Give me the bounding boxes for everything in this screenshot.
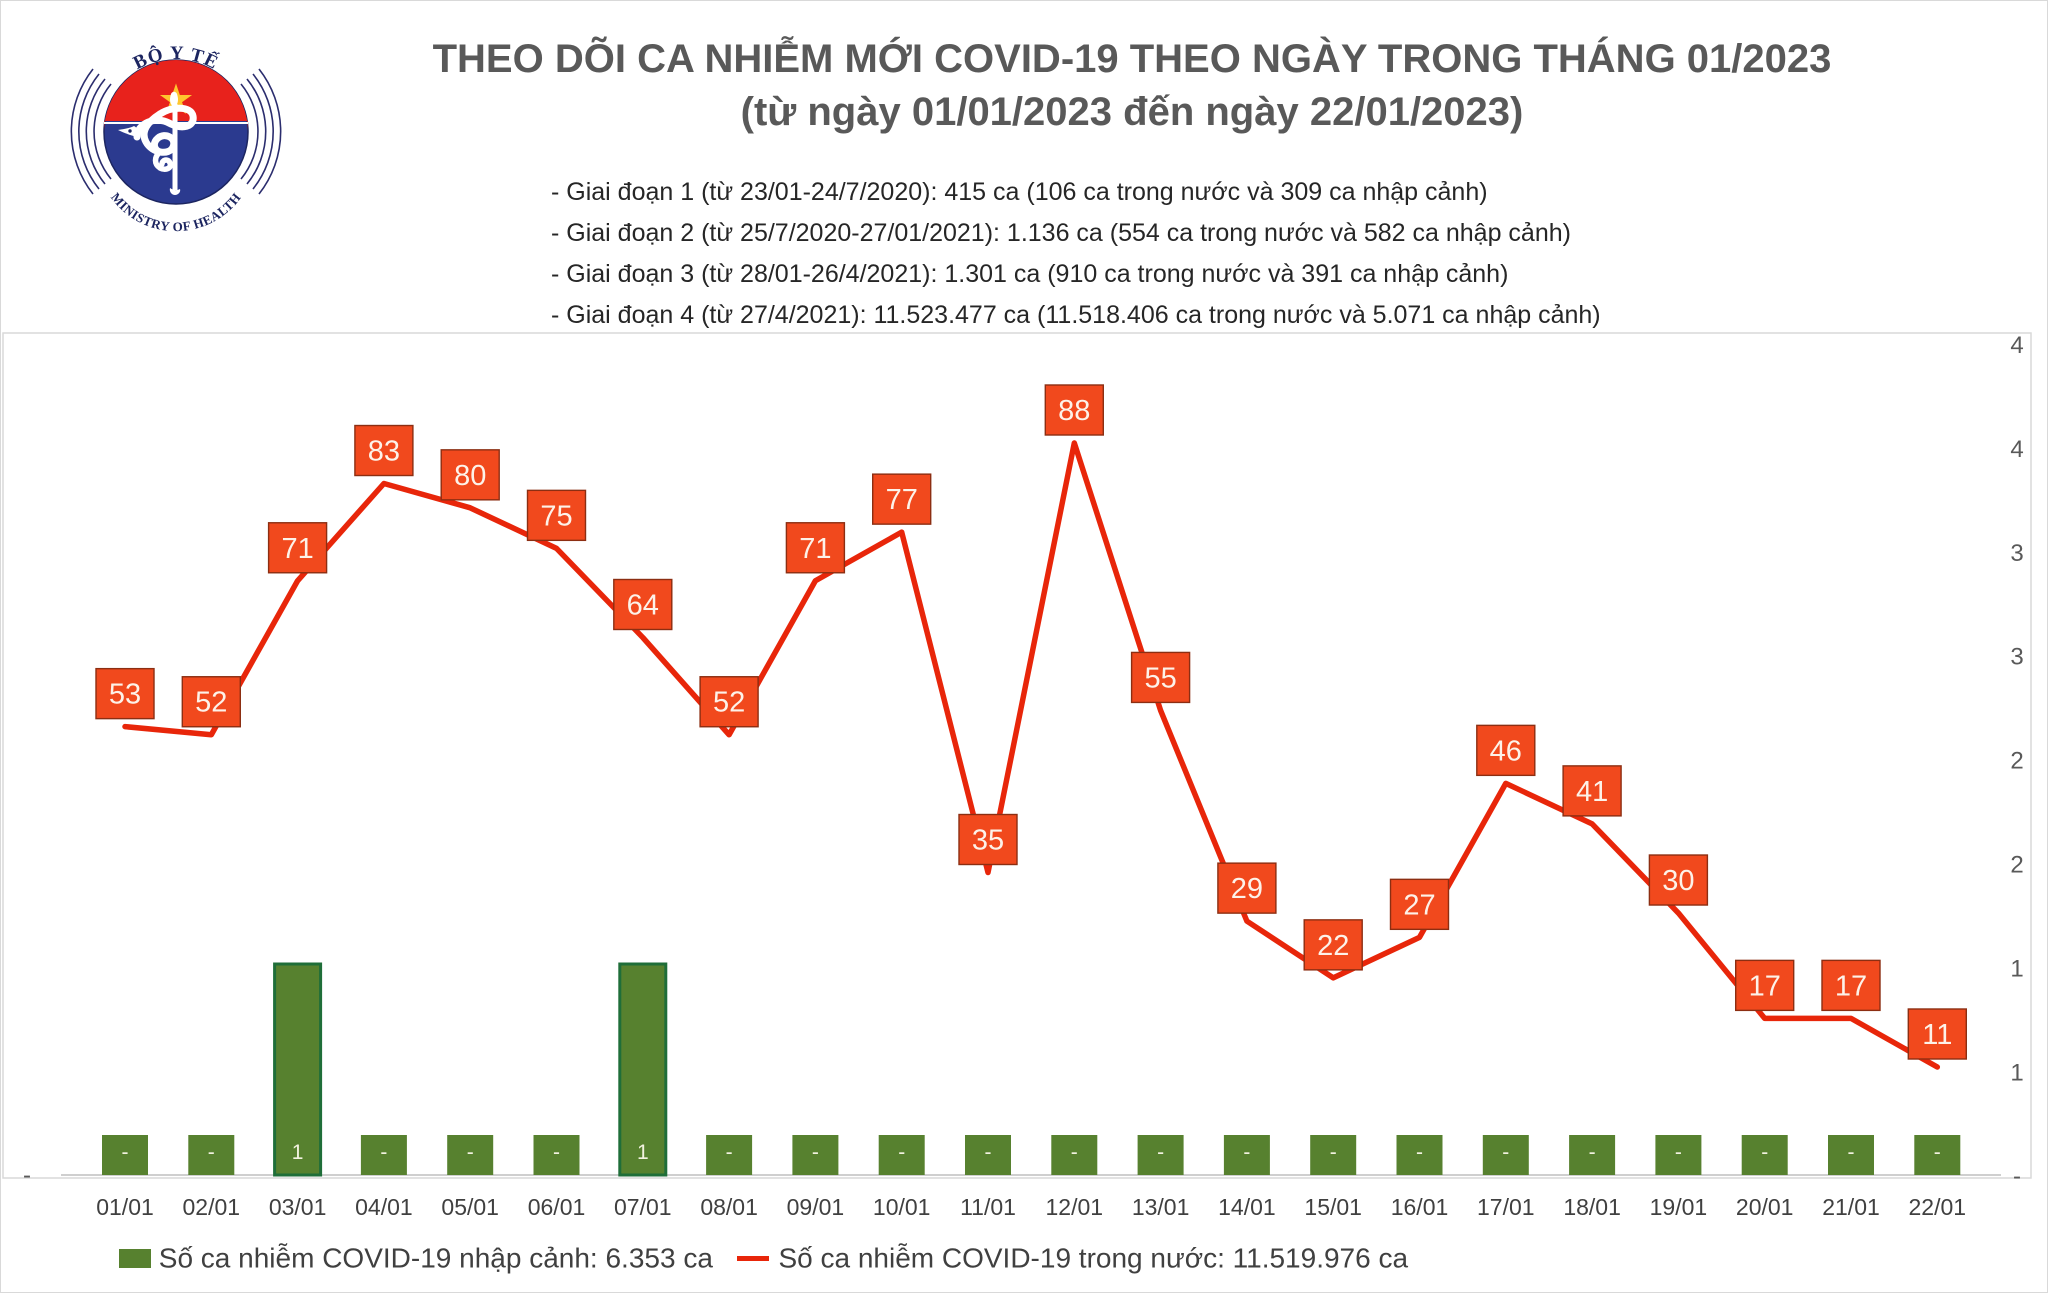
- svg-text:16/01: 16/01: [1391, 1194, 1449, 1220]
- svg-text:14/01: 14/01: [1218, 1194, 1276, 1220]
- svg-text:1: 1: [2010, 955, 2023, 982]
- svg-text:-: -: [1243, 1141, 1250, 1164]
- svg-text:-: -: [1416, 1141, 1423, 1164]
- svg-text:-: -: [1589, 1141, 1596, 1164]
- svg-text:71: 71: [799, 533, 831, 565]
- svg-text:-: -: [122, 1141, 129, 1164]
- svg-text:77: 77: [886, 484, 918, 516]
- svg-text:15/01: 15/01: [1304, 1194, 1362, 1220]
- svg-text:4: 4: [2010, 332, 2023, 359]
- svg-text:4: 4: [2010, 436, 2023, 463]
- svg-text:20/01: 20/01: [1736, 1194, 1794, 1220]
- svg-text:11/01: 11/01: [960, 1194, 1016, 1220]
- svg-text:-: -: [1934, 1141, 1941, 1164]
- svg-text:27: 27: [1403, 889, 1435, 921]
- svg-text:07/01: 07/01: [614, 1194, 672, 1220]
- svg-text:83: 83: [368, 436, 400, 468]
- svg-text:-: -: [380, 1141, 387, 1164]
- svg-text:3: 3: [2010, 540, 2023, 567]
- svg-text:-: -: [208, 1141, 215, 1164]
- svg-text:64: 64: [627, 589, 659, 621]
- svg-text:-: -: [1848, 1141, 1855, 1164]
- svg-text:41: 41: [1576, 776, 1608, 808]
- svg-text:01/01: 01/01: [96, 1194, 154, 1220]
- svg-text:52: 52: [195, 687, 227, 719]
- svg-text:2: 2: [2010, 748, 2023, 775]
- svg-text:08/01: 08/01: [700, 1194, 758, 1220]
- svg-text:22: 22: [1317, 930, 1349, 962]
- svg-text:88: 88: [1058, 395, 1090, 427]
- svg-text:17/01: 17/01: [1477, 1194, 1535, 1220]
- svg-text:-: -: [1761, 1141, 1768, 1164]
- svg-text:17: 17: [1835, 970, 1867, 1002]
- svg-text:-: -: [1157, 1141, 1164, 1164]
- svg-text:52: 52: [713, 687, 745, 719]
- svg-text:02/01: 02/01: [183, 1194, 241, 1220]
- svg-text:11: 11: [1922, 1019, 1952, 1051]
- svg-text:-: -: [985, 1141, 992, 1164]
- svg-text:-: -: [726, 1141, 733, 1164]
- svg-text:03/01: 03/01: [269, 1194, 327, 1220]
- svg-text:2: 2: [2010, 852, 2023, 879]
- svg-text:-: -: [1071, 1141, 1078, 1164]
- svg-text:17: 17: [1749, 970, 1781, 1002]
- svg-text:22/01: 22/01: [1909, 1194, 1967, 1220]
- svg-text:1: 1: [637, 1141, 649, 1164]
- svg-text:04/01: 04/01: [355, 1194, 413, 1220]
- svg-text:-: -: [812, 1141, 819, 1164]
- svg-text:10/01: 10/01: [873, 1194, 931, 1220]
- svg-text:21/01: 21/01: [1822, 1194, 1880, 1220]
- svg-text:05/01: 05/01: [441, 1194, 499, 1220]
- svg-text:-: -: [467, 1141, 474, 1164]
- svg-text:-: -: [1502, 1141, 1509, 1164]
- svg-text:06/01: 06/01: [528, 1194, 586, 1220]
- svg-text:1: 1: [292, 1141, 304, 1164]
- svg-text:-: -: [23, 1162, 31, 1189]
- svg-text:09/01: 09/01: [787, 1194, 845, 1220]
- svg-text:3: 3: [2010, 644, 2023, 671]
- svg-text:46: 46: [1490, 735, 1522, 767]
- svg-text:35: 35: [972, 825, 1004, 857]
- svg-text:19/01: 19/01: [1650, 1194, 1708, 1220]
- svg-text:-: -: [898, 1141, 905, 1164]
- svg-text:-: -: [2013, 1163, 2021, 1190]
- svg-text:30: 30: [1662, 865, 1694, 897]
- svg-text:-: -: [1675, 1141, 1682, 1164]
- svg-text:1: 1: [2010, 1059, 2023, 1086]
- svg-text:18/01: 18/01: [1563, 1194, 1621, 1220]
- svg-text:13/01: 13/01: [1132, 1194, 1190, 1220]
- svg-text:29: 29: [1231, 873, 1263, 905]
- svg-text:-: -: [1330, 1141, 1337, 1164]
- svg-text:53: 53: [109, 679, 141, 711]
- svg-text:-: -: [553, 1141, 560, 1164]
- svg-text:71: 71: [281, 533, 313, 565]
- svg-text:55: 55: [1144, 662, 1176, 694]
- svg-text:12/01: 12/01: [1046, 1194, 1104, 1220]
- svg-text:75: 75: [540, 500, 572, 532]
- svg-text:80: 80: [454, 460, 486, 492]
